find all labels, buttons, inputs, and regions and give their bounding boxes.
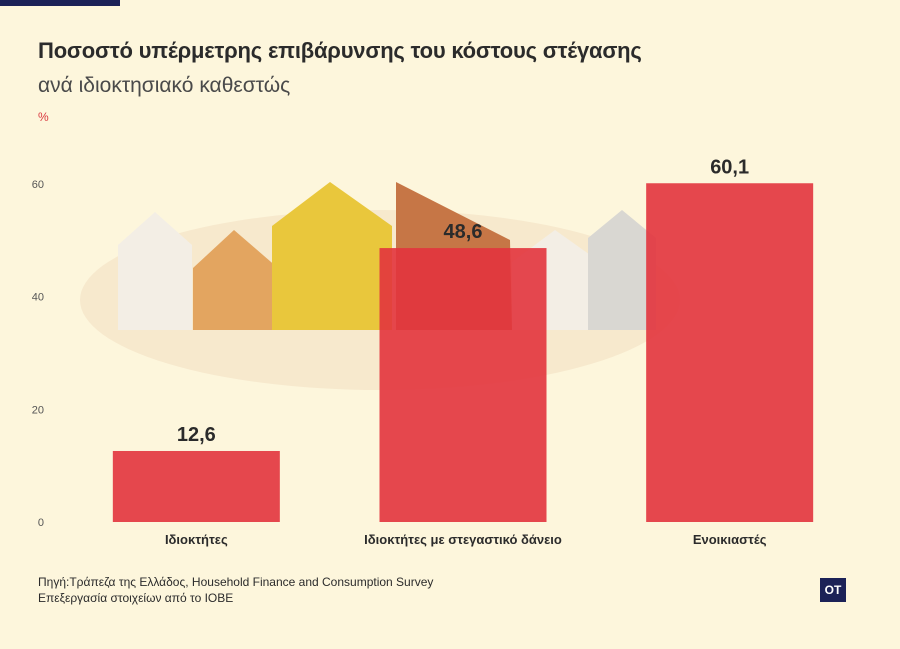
- data-labels-group: 12,6 48,6 60,1: [177, 156, 749, 446]
- top-accent-bar: [0, 0, 120, 6]
- bar-value-label: 48,6: [444, 221, 483, 243]
- bars-group: [112, 183, 814, 522]
- x-tick-label: Ενοικιαστές: [693, 532, 767, 547]
- source-line-1: Πηγή:Τράπεζα της Ελλάδος, Household Fina…: [38, 575, 434, 589]
- y-axis: 0 20 40 60: [32, 179, 44, 529]
- unit-label: %: [38, 110, 49, 124]
- y-tick-label: 60: [32, 179, 44, 191]
- publisher-logo: OT: [820, 578, 846, 602]
- bar-value-label: 60,1: [710, 156, 749, 178]
- x-axis: Ιδιοκτήτες Ιδιοκτήτες με στεγαστικό δάνει…: [165, 532, 767, 547]
- y-tick-label: 20: [32, 404, 44, 416]
- bar: [379, 248, 547, 522]
- y-tick-label: 0: [38, 517, 44, 529]
- source-line-2: Επεξεργασία στοιχείων από το ΙΟΒΕ: [38, 591, 234, 605]
- bar: [646, 183, 814, 522]
- chart-subtitle: ανά ιδιοκτησιακό καθεστώς: [38, 74, 291, 97]
- y-tick-label: 40: [32, 292, 44, 304]
- bar: [112, 450, 280, 522]
- x-tick-label: Ιδιοκτήτες με στεγαστικό δάνειο: [364, 532, 562, 547]
- chart-title: Ποσοστό υπέρμετρης επιβάρυνσης του κόστο…: [38, 38, 642, 63]
- bar-value-label: 12,6: [177, 424, 216, 446]
- x-tick-label: Ιδιοκτήτες: [165, 532, 228, 547]
